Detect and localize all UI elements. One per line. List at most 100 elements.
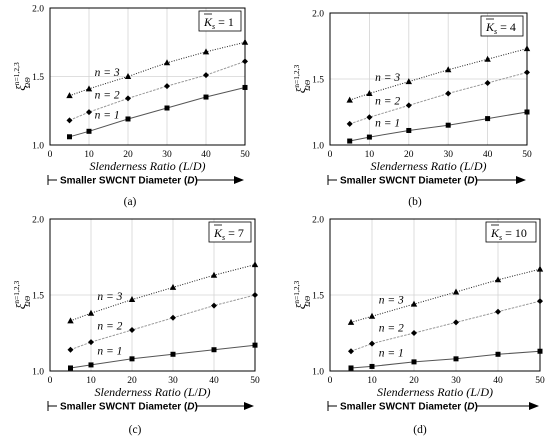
data-point-triangle <box>66 92 73 99</box>
y-symbol-base: ξ <box>293 87 308 93</box>
data-point-square <box>242 84 248 90</box>
x-label-symbol: D <box>197 385 207 399</box>
series-line <box>349 111 528 142</box>
arrow-label-paren: ) <box>195 402 198 413</box>
k-label-symbol: K <box>485 20 495 34</box>
x-axis-label: Slenderness Ratio (L/D) <box>377 385 493 399</box>
data-point-triangle <box>368 312 376 319</box>
y-symbol-subscript: ΩΘ <box>303 295 312 306</box>
data-point-diamond <box>366 114 373 121</box>
series-line <box>70 344 256 369</box>
data-point-triangle <box>346 96 353 103</box>
x-tick-label: 30 <box>443 150 453 160</box>
data-point-triangle <box>410 300 418 307</box>
x-tick-label: 50 <box>250 376 260 386</box>
x-label-text: Slenderness Ratio ( <box>89 159 183 173</box>
k-label-box: Ks = 7 <box>208 221 252 243</box>
arrow-label: Smaller SWCNT Diameter (D) <box>60 176 198 187</box>
arrow-label-symbol: D <box>187 402 194 413</box>
k-label-value: = 4 <box>497 20 516 34</box>
data-point-square <box>170 351 176 357</box>
y-tick-label: 1.0 <box>32 368 44 378</box>
x-tick-label: 10 <box>367 376 377 386</box>
data-point-diamond <box>405 102 412 109</box>
y-tick-label: 1.5 <box>312 76 324 86</box>
k-label-symbol: K <box>203 15 213 29</box>
k-label-box: Ks = 4 <box>480 15 524 37</box>
k-label-value: = 7 <box>225 226 244 240</box>
k-label-frame <box>208 221 252 243</box>
data-point-diamond <box>484 79 491 86</box>
x-tick-label: 20 <box>404 150 414 160</box>
arrow-label: Smaller SWCNT Diameter (D) <box>60 402 198 413</box>
data-point-triangle <box>67 317 74 324</box>
series-2: n = 2 <box>67 292 258 353</box>
panel-caption: (a) <box>124 196 137 208</box>
x-tick-label: 30 <box>162 150 172 160</box>
series-label: n = 2 <box>379 322 404 334</box>
x-label-close: ) <box>206 385 211 399</box>
data-point-square <box>485 116 491 122</box>
x-tick-label: 30 <box>168 376 178 386</box>
data-point-diamond <box>129 326 135 333</box>
data-point-square <box>366 134 372 140</box>
series-1: n = 1 <box>347 109 530 144</box>
series-label: n = 1 <box>379 348 404 360</box>
arrow-label-text: Smaller SWCNT Diameter <box>60 176 184 187</box>
y-tick-label: 1.0 <box>312 368 324 378</box>
x-label-symbol: D <box>192 159 202 173</box>
series-line <box>350 268 541 323</box>
x-tick-label: 0 <box>328 150 333 160</box>
k-label-box: Ks = 10 <box>485 221 537 243</box>
data-point-square <box>524 109 530 115</box>
k-label-symbol: K <box>213 226 223 240</box>
x-label-text: Slenderness Ratio ( <box>370 159 464 173</box>
plot-frame <box>49 7 246 146</box>
data-point-diamond <box>203 72 209 79</box>
y-symbol-superscript: n=1,2,3 <box>292 280 301 303</box>
x-label-text: Slenderness Ratio ( <box>377 385 471 399</box>
data-point-diamond <box>369 340 375 347</box>
data-point-square <box>211 347 217 353</box>
chart-panel-a: 0 10 20 30 40 50 1.0 1.5 2.0 ξn=1,2,3 ΩΘ Slendernes… <box>12 5 250 209</box>
x-tick-label: 40 <box>483 150 493 160</box>
y-axis-symbol: ξn=1,2,3 ΩΘ <box>292 64 312 93</box>
data-point-triangle <box>169 283 177 290</box>
arrow-label: Smaller SWCNT Diameter (D) <box>340 176 478 187</box>
k-label-value: = 10 <box>502 226 527 240</box>
series-line <box>350 350 541 369</box>
plot-frame <box>329 218 541 372</box>
data-point-square <box>164 105 170 111</box>
y-symbol-superscript: n=1,2,3 <box>12 62 21 85</box>
data-point-triangle <box>163 59 171 66</box>
series-1: n = 1 <box>68 342 258 371</box>
x-label-separator: / <box>190 159 194 173</box>
x-label-separator: / <box>195 385 199 399</box>
x-label-separator: / <box>477 385 481 399</box>
data-point-square <box>348 365 354 371</box>
data-point-diamond <box>537 298 543 305</box>
x-tick-label: 10 <box>86 376 96 386</box>
k-label-subscript: s <box>222 233 225 242</box>
data-point-diamond <box>242 58 248 65</box>
x-tick-label: 20 <box>127 376 137 386</box>
data-point-triangle <box>452 288 460 295</box>
x-tick-label: 50 <box>535 376 545 386</box>
series-3: n = 3 <box>66 38 249 99</box>
series-line <box>70 294 256 351</box>
data-point-square <box>125 116 131 122</box>
data-point-triangle <box>202 48 210 55</box>
x-label-symbol: D <box>473 159 483 173</box>
arrow-label-text: Smaller SWCNT Diameter <box>340 176 464 187</box>
y-symbol-superscript: n=1,2,3 <box>12 280 21 303</box>
data-point-triangle <box>128 296 136 303</box>
series-label: n = 2 <box>97 320 122 332</box>
x-tick-label: 0 <box>328 376 333 386</box>
x-axis-label: Slenderness Ratio (L/D) <box>94 385 210 399</box>
series-line <box>69 60 246 121</box>
data-point-diamond <box>86 109 92 116</box>
y-tick-label: 1.5 <box>312 292 324 302</box>
data-point-square <box>129 356 135 362</box>
arrow-label-paren: ) <box>475 402 478 413</box>
